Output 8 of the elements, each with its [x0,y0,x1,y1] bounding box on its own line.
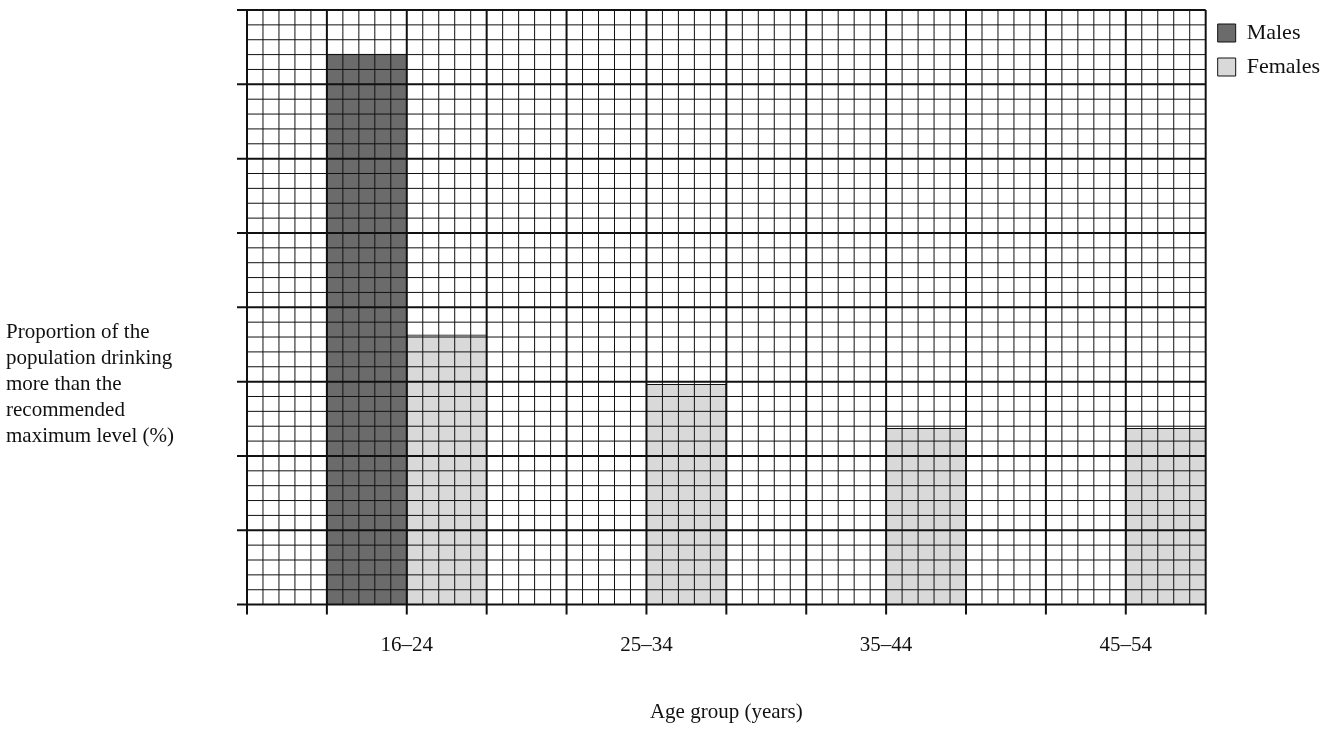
x-tick-label: 16–24 [380,631,434,656]
x-tick-label: 45–54 [1099,631,1153,656]
y-axis-title: Proportion of the population drinking more than the recommended maximum level (%) [6,318,175,448]
legend-label: Females [1246,52,1321,78]
x-tick-label: 25–34 [620,631,674,656]
x-tick-label: 35–44 [859,631,913,656]
legend-label: Males [1246,18,1301,44]
x-axis-title: Age group (years) [649,698,803,723]
